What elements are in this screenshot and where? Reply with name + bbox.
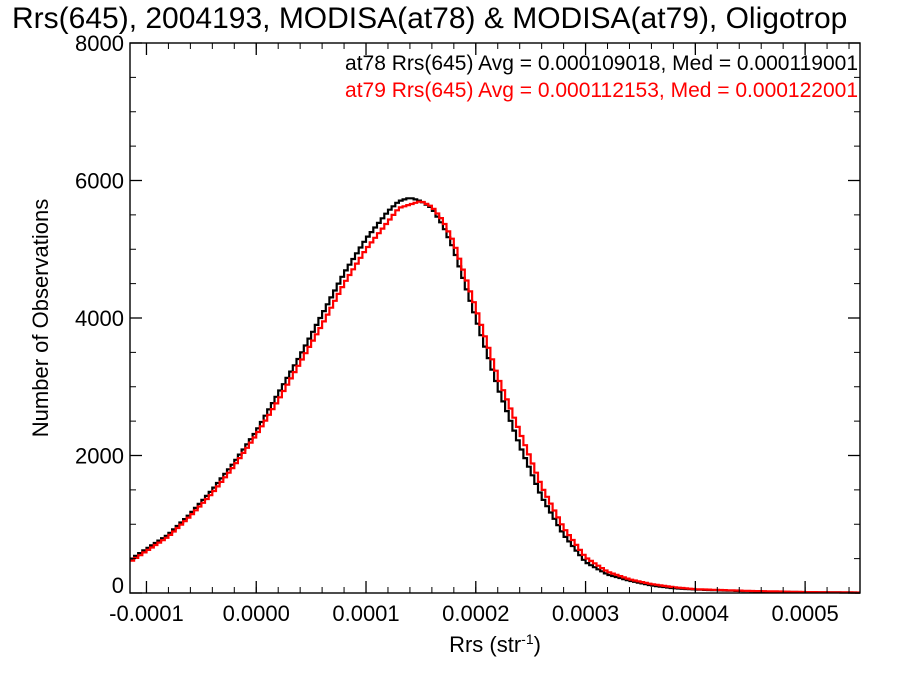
- x-tick-label: -0.0001: [109, 601, 184, 626]
- x-axis: -0.0001 0.0000 0.0001 0.0002 0.0003 0.0004 0.0…: [109, 43, 850, 626]
- plot-frame: [129, 42, 861, 594]
- x-tick-label: 0.0004: [662, 601, 729, 626]
- x-tick-label: 0.0003: [552, 601, 619, 626]
- y-axis: 0 2000 4000 6000 8000: [75, 31, 860, 598]
- y-axis-title: Number of Observations: [28, 199, 53, 437]
- x-axis-title-superscript: -1: [521, 631, 534, 647]
- x-axis-title-suffix: ): [534, 632, 541, 657]
- series-layer: [130, 197, 860, 594]
- y-tick-label: 2000: [75, 444, 124, 469]
- y-tick-label: 4000: [75, 306, 124, 331]
- chart-title: Rrs(645), 2004193, MODISA(at78) & MODISA…: [12, 2, 848, 35]
- x-axis-title: Rrs (str-1): [449, 631, 541, 657]
- legend: at78 Rrs(645) Avg = 0.000109018, Med = 0…: [345, 52, 858, 102]
- x-tick-label: 0.0002: [442, 601, 509, 626]
- x-tick-label: 0.0005: [771, 601, 838, 626]
- legend-entry: at78 Rrs(645) Avg = 0.000109018, Med = 0…: [345, 52, 858, 75]
- series-at79-line: [130, 200, 860, 594]
- y-tick-label: 0: [112, 573, 124, 598]
- y-tick-label: 8000: [75, 31, 124, 56]
- x-tick-label: 0.0000: [223, 601, 290, 626]
- y-tick-label: 6000: [75, 169, 124, 194]
- x-tick-label: 0.0001: [332, 601, 399, 626]
- legend-entry: at79 Rrs(645) Avg = 0.000112153, Med = 0…: [345, 79, 858, 102]
- series-at78-line: [130, 197, 860, 594]
- x-axis-title-main: Rrs (str: [449, 632, 521, 657]
